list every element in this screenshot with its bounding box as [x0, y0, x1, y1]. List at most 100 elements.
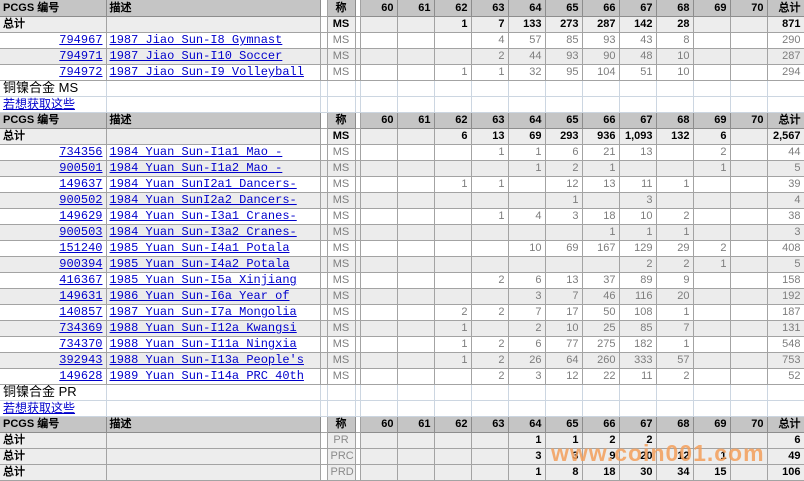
col-header-65: 65: [545, 0, 583, 17]
col-header-64: 64: [508, 112, 546, 129]
coin-description-link[interactable]: 1984 Yuan Sun-I1a2 Mao -: [109, 161, 283, 175]
pcgs-number-link[interactable]: 149637: [59, 177, 103, 191]
coin-description-link[interactable]: 1985 Yuan Sun-I5a Xinjiang: [109, 273, 297, 287]
coin-description-link[interactable]: 1985 Yuan Sun-I4a1 Potala: [109, 241, 290, 255]
coin-description-link[interactable]: 1989 Yuan Sun-I14a PRC 40th: [109, 369, 304, 383]
coin-description-link[interactable]: 1987 Jiao Sun-I9 Volleyball: [109, 65, 304, 79]
pop-cell-total: 192: [767, 288, 804, 305]
pop-cell-66: 275: [582, 336, 620, 353]
coin-description-link[interactable]: 1987 Jiao Sun-I8 Gymnast: [109, 33, 283, 47]
pop-cell-61: [397, 240, 435, 257]
pcgs-number-link[interactable]: 734370: [59, 337, 103, 351]
grade-designation-cell: MS: [327, 336, 356, 353]
col-header-70: 70: [730, 0, 768, 17]
empty-cell: [471, 400, 509, 417]
pop-cell-67: 51: [619, 64, 657, 81]
grade-designation-cell: MS: [327, 288, 356, 305]
total-row: 总计 PRC 3 3 9 20 12 1 49: [0, 448, 804, 465]
pcgs-number-link[interactable]: 149631: [59, 289, 103, 303]
empty-cell: [619, 384, 657, 401]
pop-cell-62: 1: [434, 16, 472, 33]
coin-description-cell: 1987 Jiao Sun-I8 Gymnast: [106, 32, 321, 49]
grade-designation-cell: MS: [327, 256, 356, 273]
pop-cell-61: [397, 16, 435, 33]
pcgs-number-link[interactable]: 149628: [59, 369, 103, 383]
pop-cell-69: [693, 352, 731, 369]
pcgs-number-link[interactable]: 416367: [59, 273, 103, 287]
pop-cell-67: 43: [619, 32, 657, 49]
coin-description-link[interactable]: 1988 Yuan Sun-I11a Ningxia: [109, 337, 297, 351]
pop-cell-66: [582, 192, 620, 209]
spacer-cell: [320, 96, 328, 113]
table-row: 900502 1984 Yuan SunI2a2 Dancers- MS 1 3 4: [0, 192, 804, 209]
spacer-cell: [320, 208, 328, 225]
pcgs-number-cell: 149631: [0, 288, 107, 305]
spacer-cell: [355, 192, 361, 209]
pcgs-number-link[interactable]: 900502: [59, 193, 103, 207]
coin-description-cell: 1984 Yuan Sun-I1a1 Mao -: [106, 144, 321, 161]
pop-cell-65: [545, 256, 583, 273]
empty-cell: [471, 80, 509, 97]
total-label-cell: 总计: [0, 16, 107, 33]
section-link-row: 若想获取这些: [0, 96, 804, 113]
pop-cell-68: 1: [656, 304, 694, 321]
col-header-61: 61: [397, 416, 435, 433]
coin-description-link[interactable]: 1984 Yuan SunI2a2 Dancers-: [109, 193, 297, 207]
pop-cell-64: 3: [508, 448, 546, 465]
pop-cell-69: [693, 304, 731, 321]
empty-cell: [327, 384, 356, 401]
pop-cell-63: 1: [471, 64, 509, 81]
pop-cell-62: 1: [434, 320, 472, 337]
coin-description-link[interactable]: 1988 Yuan Sun-I12a Kwangsi: [109, 321, 297, 335]
pop-cell-66: 1: [582, 224, 620, 241]
pcgs-number-link[interactable]: 900501: [59, 161, 103, 175]
coin-description-cell: 1988 Yuan Sun-I13a People's: [106, 352, 321, 369]
acquire-these-link[interactable]: 若想获取这些: [3, 96, 76, 111]
section-title-cell: 铜镍合金 MS: [0, 80, 107, 97]
spacer-cell: [355, 432, 361, 449]
col-header-63: 63: [471, 416, 509, 433]
coin-description-link[interactable]: 1984 Yuan SunI2a1 Dancers-: [109, 177, 297, 191]
coin-description-link[interactable]: 1984 Yuan Sun-I1a1 Mao -: [109, 145, 283, 159]
coin-description-link[interactable]: 1987 Jiao Sun-I10 Soccer: [109, 49, 283, 63]
coin-description-link[interactable]: 1988 Yuan Sun-I13a People's: [109, 353, 304, 367]
pcgs-number-link[interactable]: 151240: [59, 241, 103, 255]
pop-cell-70: [730, 368, 768, 385]
empty-cell: [619, 96, 657, 113]
coin-description-link[interactable]: 1986 Yuan Sun-I6a Year of: [109, 289, 290, 303]
pcgs-number-link[interactable]: 734356: [59, 145, 103, 159]
pcgs-number-cell: 734370: [0, 336, 107, 353]
pop-cell-70: [730, 432, 768, 449]
pop-cell-64: 32: [508, 64, 546, 81]
spacer-cell: [320, 304, 328, 321]
spacer-cell: [320, 128, 328, 145]
pop-cell-64: 3: [508, 288, 546, 305]
total-label-cell: 总计: [0, 448, 107, 465]
pcgs-number-link[interactable]: 900394: [59, 257, 103, 271]
pcgs-number-link[interactable]: 734369: [59, 321, 103, 335]
col-header-62: 62: [434, 416, 472, 433]
coin-description-cell: 1988 Yuan Sun-I12a Kwangsi: [106, 320, 321, 337]
pop-cell-63: [471, 160, 509, 177]
pcgs-number-link[interactable]: 794972: [59, 65, 103, 79]
coin-description-link[interactable]: 1985 Yuan Sun-I4a2 Potala: [109, 257, 290, 271]
acquire-these-link[interactable]: 若想获取这些: [3, 400, 76, 415]
pcgs-number-link[interactable]: 794967: [59, 33, 103, 47]
spacer-cell: [320, 400, 328, 417]
spacer-cell: [355, 64, 361, 81]
coin-description-link[interactable]: 1987 Yuan Sun-I7a Mongolia: [109, 305, 297, 319]
pop-cell-70: [730, 304, 768, 321]
pcgs-number-link[interactable]: 392943: [59, 353, 103, 367]
pop-cell-69: [693, 432, 731, 449]
pcgs-number-link[interactable]: 149629: [59, 209, 103, 223]
pop-cell-63: [471, 240, 509, 257]
pcgs-number-link[interactable]: 900503: [59, 225, 103, 239]
coin-description-link[interactable]: 1984 Yuan Sun-I3a2 Cranes-: [109, 225, 297, 239]
empty-cell: [767, 96, 804, 113]
pcgs-number-link[interactable]: 140857: [59, 305, 103, 319]
pop-cell-66: 93: [582, 32, 620, 49]
coin-description-link[interactable]: 1984 Yuan Sun-I3a1 Cranes-: [109, 209, 297, 223]
col-header-63: 63: [471, 0, 509, 17]
pcgs-number-link[interactable]: 794971: [59, 49, 103, 63]
pop-cell-total: 131: [767, 320, 804, 337]
